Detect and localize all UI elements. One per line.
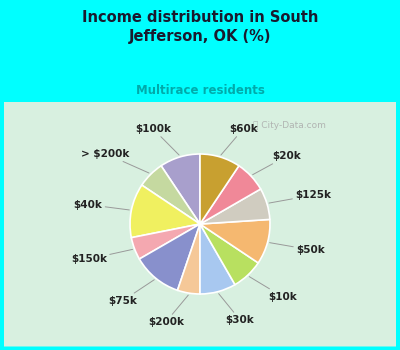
Wedge shape xyxy=(142,166,200,224)
Text: $150k: $150k xyxy=(71,250,132,264)
Wedge shape xyxy=(200,166,261,224)
Text: $10k: $10k xyxy=(249,276,297,302)
Text: $40k: $40k xyxy=(74,199,129,210)
Text: $20k: $20k xyxy=(253,151,301,175)
FancyBboxPatch shape xyxy=(4,102,396,346)
Text: > $200k: > $200k xyxy=(81,149,149,173)
Wedge shape xyxy=(130,185,200,238)
Text: $30k: $30k xyxy=(219,294,254,325)
Wedge shape xyxy=(200,154,239,224)
Wedge shape xyxy=(200,219,270,263)
Wedge shape xyxy=(200,224,258,285)
Text: $125k: $125k xyxy=(269,190,331,203)
Wedge shape xyxy=(131,224,200,259)
Text: Income distribution in South
Jefferson, OK (%): Income distribution in South Jefferson, … xyxy=(82,10,318,44)
Text: $50k: $50k xyxy=(270,243,325,255)
Wedge shape xyxy=(200,224,235,294)
Wedge shape xyxy=(161,154,200,224)
Text: ⓘ City-Data.com: ⓘ City-Data.com xyxy=(252,121,326,130)
Text: $200k: $200k xyxy=(148,295,188,327)
Wedge shape xyxy=(178,224,200,294)
Wedge shape xyxy=(200,189,270,224)
Text: $100k: $100k xyxy=(135,124,179,155)
Text: $60k: $60k xyxy=(221,124,258,155)
Text: Multirace residents: Multirace residents xyxy=(136,84,264,97)
Wedge shape xyxy=(139,224,200,290)
Text: $75k: $75k xyxy=(108,280,154,306)
